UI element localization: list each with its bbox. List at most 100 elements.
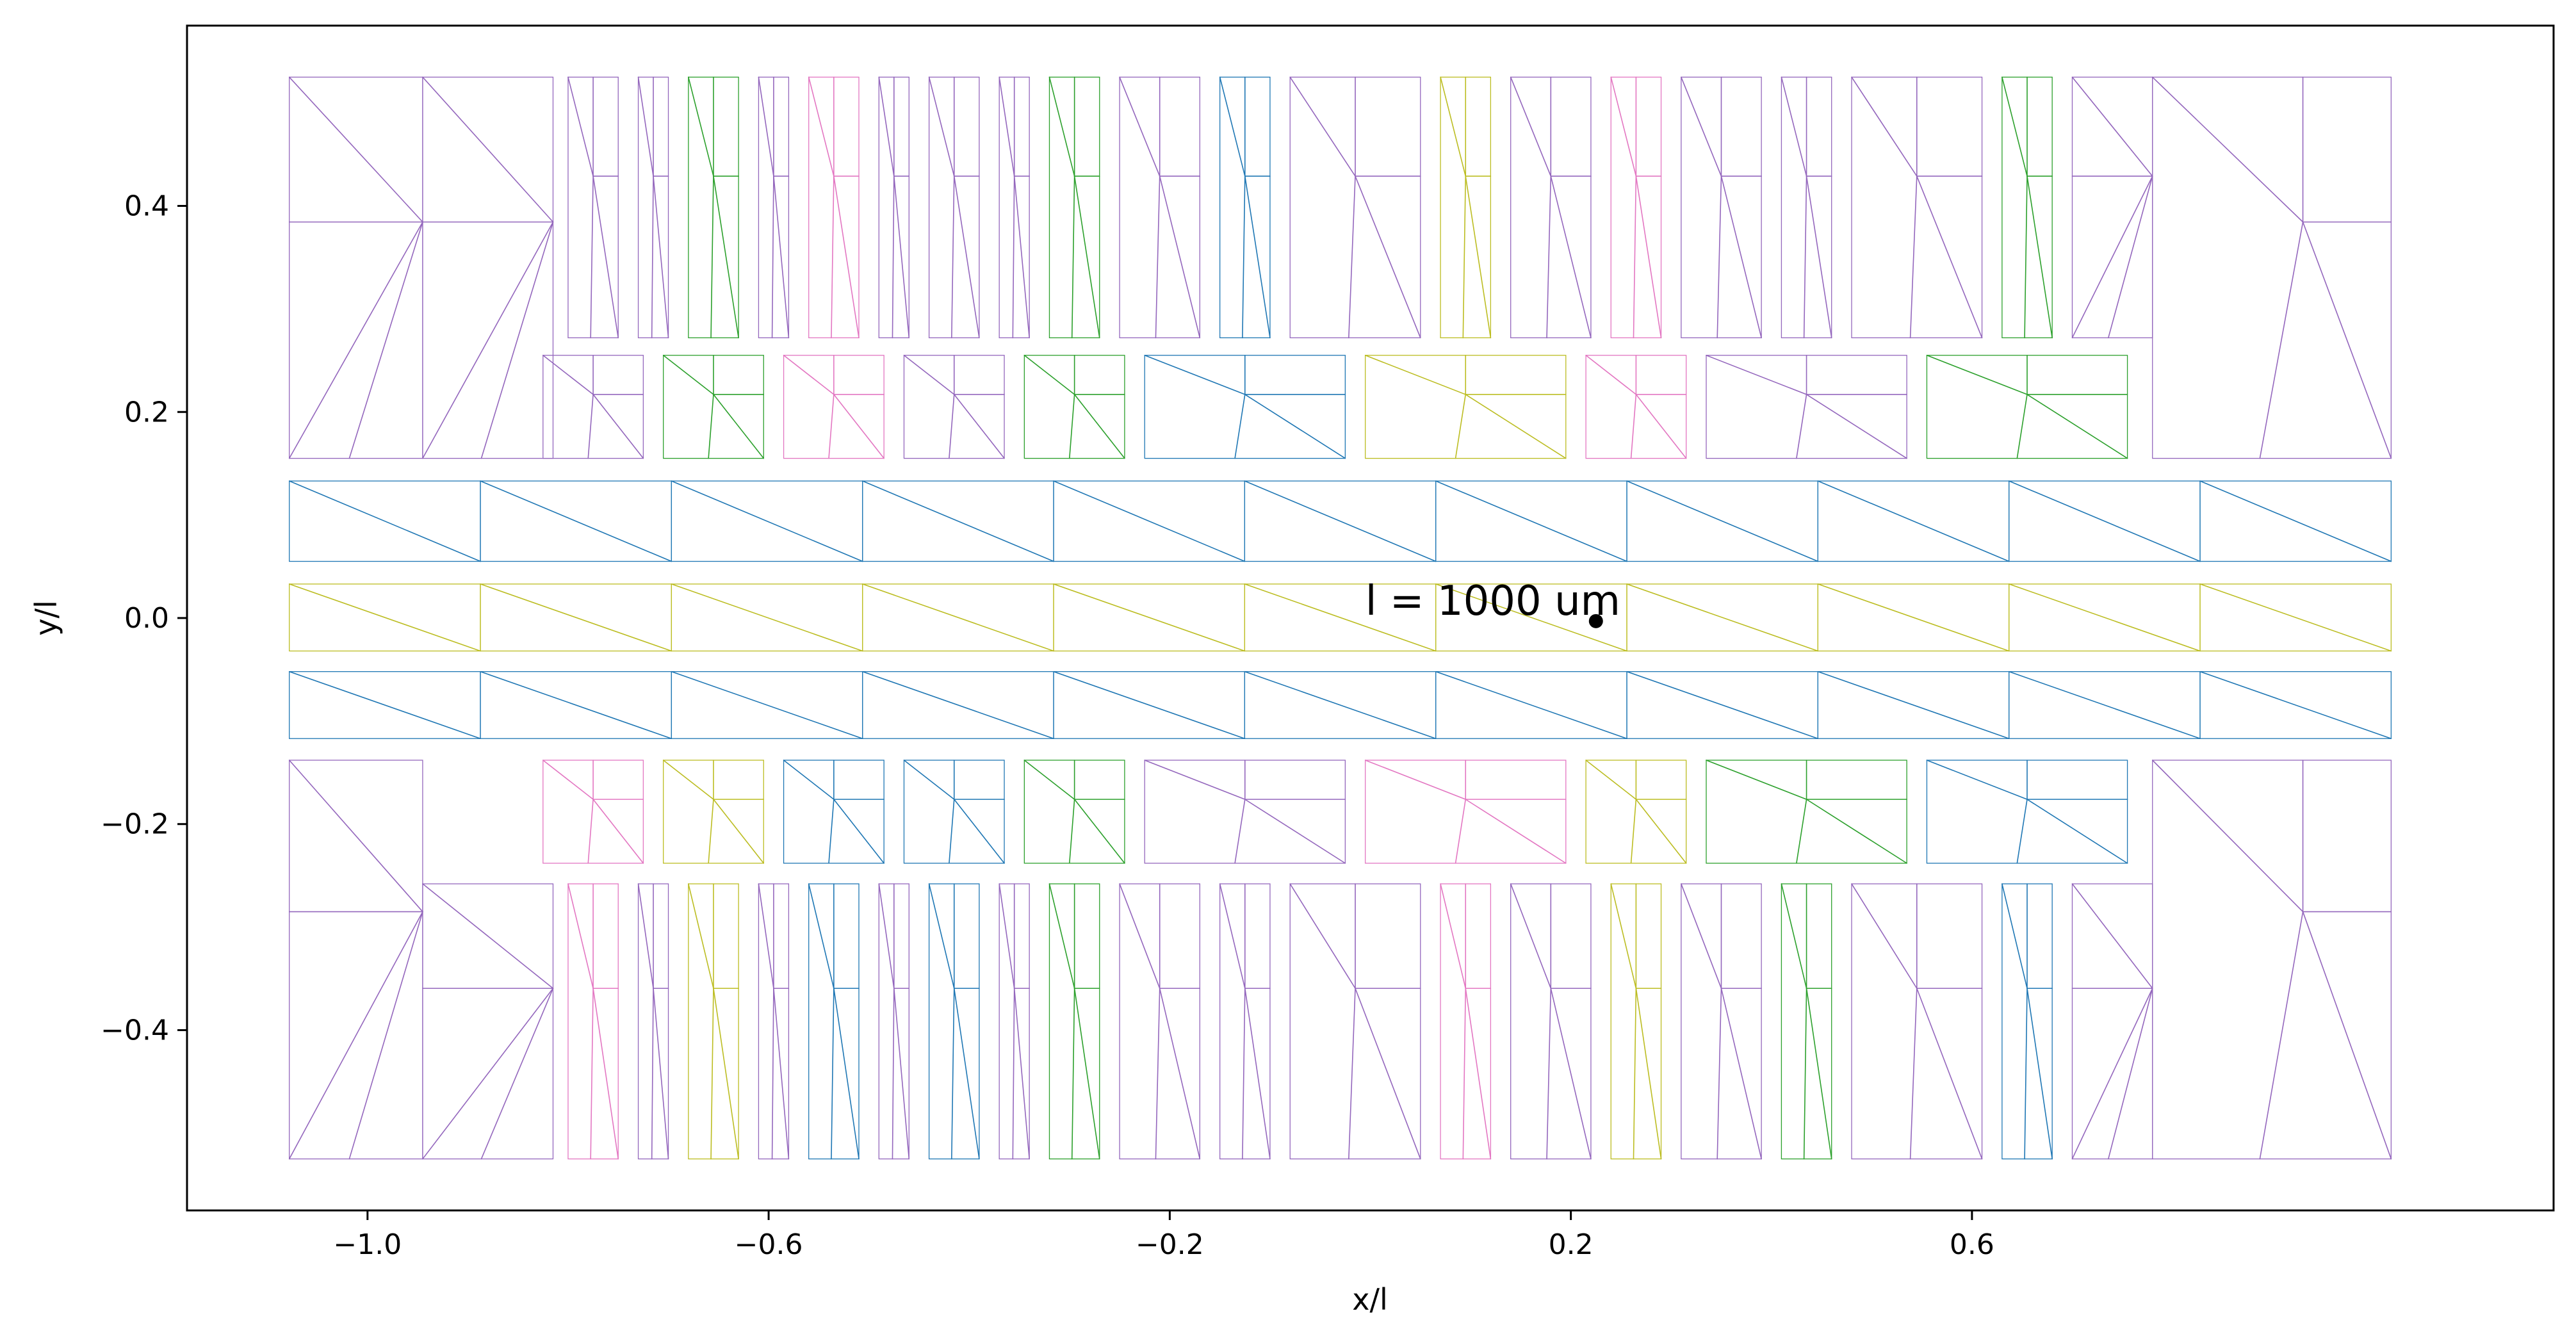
mesh-edge [1244,988,1271,1160]
mesh-edge [833,799,884,864]
mesh-edge [542,760,594,800]
strip-cell-diagonal [288,671,481,740]
mesh-edge [1159,175,1201,339]
strip-cell-diagonal [1053,583,1246,652]
mesh-edge [953,799,1005,864]
mesh-edge [288,760,423,913]
mesh-cell-19 [1851,76,1983,339]
mesh-edge [1219,76,1246,177]
mesh-edge [2026,175,2053,339]
mesh-cell-12 [1219,76,1271,339]
mesh-edge [1155,988,1161,1160]
mesh-edge [1781,883,1807,989]
mesh-edge [773,175,790,339]
mesh-edge [1244,394,1346,459]
mesh-cell-35 [542,760,644,864]
mesh-edge [710,175,714,339]
mesh-edge [1012,175,1015,339]
mesh-edge [592,175,619,339]
mesh-edge [1219,883,1246,989]
mesh-edge [1681,76,1722,177]
mesh-edge [1023,760,1075,800]
mesh-edge [1803,175,1807,339]
mesh-edge [783,354,835,395]
mesh-edge [758,883,774,989]
mesh-cell-56 [1289,883,1421,1160]
mesh-edge [2071,988,2153,1160]
y-tick-label: 0.4 [124,190,169,223]
mesh-edge [1926,354,2028,395]
mesh-edge [1244,799,1346,864]
mesh-edge [1071,175,1075,339]
mesh-edge [1012,988,1015,1160]
mesh-edge [651,988,654,1160]
mesh-edge [928,883,955,989]
x-axis-label: x/l [1352,1282,1388,1317]
mesh-edge [2026,394,2128,459]
mesh-edge [949,394,955,459]
y-tick-label: −0.4 [101,1014,169,1046]
x-tick-label: −1.0 [333,1228,402,1261]
mesh-edge [1806,799,1907,864]
mesh-cell-24 [662,354,765,459]
mesh-edge [1909,175,1918,339]
mesh-edge [1635,394,1687,459]
mesh-cell-18 [1781,76,1832,339]
mesh-edge [771,988,774,1160]
mesh-edge [1465,799,1567,864]
mesh-edge [828,394,835,459]
mesh-layer [288,76,2392,1160]
mesh-edge [1455,799,1467,864]
strip-cell-diagonal [861,583,1054,652]
mesh-edge [348,911,423,1160]
mesh-cell-43 [1706,760,1907,864]
mesh-edge [1155,175,1161,339]
mesh-edge [878,883,895,989]
mesh-edge [953,175,980,339]
mesh-cell-51 [928,883,980,1160]
mesh-edge [903,760,955,800]
mesh-edge [1916,175,1983,339]
mesh-cell-31 [1706,354,1907,459]
strip-cell-diagonal [288,583,481,652]
mesh-cell-3 [637,76,669,339]
mesh-edge [422,988,554,1160]
mesh-cell-27 [1023,354,1125,459]
strip-cell-diagonal [2008,480,2201,562]
strip-cell-diagonal [1817,480,2010,562]
strip-cell-diagonal [480,480,673,562]
mesh-edge [1071,988,1075,1160]
mesh-edge [1013,175,1030,339]
mesh-cell-63 [2001,883,2053,1160]
mesh-edge [1242,988,1246,1160]
mesh-edge [2259,221,2304,459]
mesh-cell-36 [662,760,765,864]
mesh-cell-7 [878,76,910,339]
mesh-edge [1633,175,1637,339]
mesh-edge [771,175,774,339]
mesh-cell-10 [1048,76,1100,339]
mesh-edge [1635,988,1662,1160]
mesh-cell-11 [1119,76,1201,339]
mesh-edge [1510,76,1552,177]
strip-cell-diagonal [2199,671,2392,740]
mesh-edge [1244,175,1271,339]
mesh-edge [590,988,594,1160]
mesh-edge [288,76,423,223]
strip-cell-diagonal [1626,480,1819,562]
mesh-cell-48 [758,883,790,1160]
mesh-edge [2108,175,2153,339]
mesh-cell-25 [783,354,884,459]
mesh-edge [1073,799,1125,864]
x-tick-label: −0.2 [1136,1228,1204,1261]
mesh-edge [833,175,860,339]
mesh-edge [590,175,594,339]
strip-cell-diagonal [288,480,481,562]
mesh-edge [713,988,739,1160]
strip-cell-diagonal [861,480,1054,562]
mesh-edge [637,76,654,177]
mesh-edge [2016,394,2028,459]
mesh-edge [422,883,554,989]
mesh-edge [2071,76,2153,177]
mesh-edge [1706,760,1807,800]
